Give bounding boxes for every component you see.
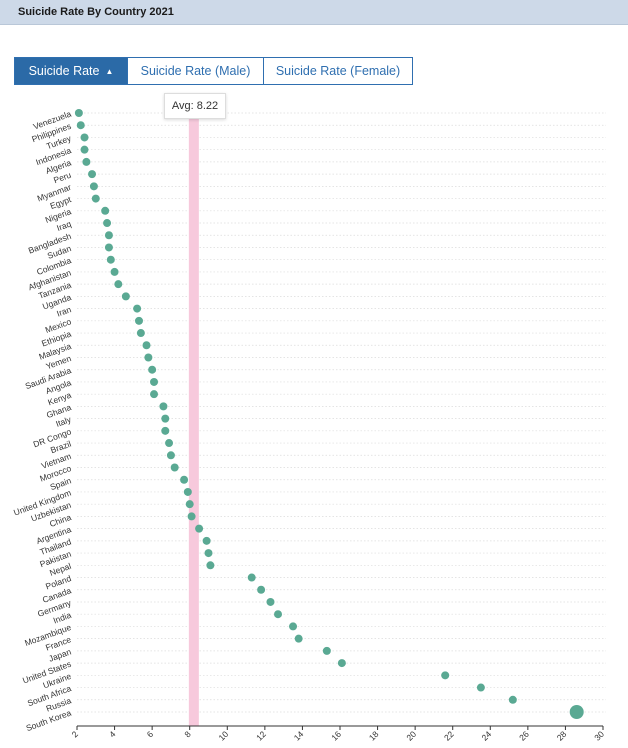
data-point[interactable]	[170, 463, 179, 472]
x-tick-label: 18	[367, 729, 381, 743]
x-tick-label: 24	[480, 729, 494, 743]
data-point[interactable]	[166, 451, 175, 460]
x-tick-label: 14	[292, 729, 306, 743]
country-label: Iraq	[55, 219, 72, 233]
data-point[interactable]	[159, 402, 168, 411]
data-point[interactable]	[110, 267, 119, 276]
data-points	[74, 109, 584, 719]
tab-suicide-rate[interactable]: Suicide Rate ▲	[14, 57, 128, 85]
data-point[interactable]	[185, 500, 194, 509]
data-point[interactable]	[161, 414, 170, 423]
tab-label: Suicide Rate	[28, 64, 100, 78]
tab-label: Suicide Rate (Male)	[140, 64, 251, 78]
data-point[interactable]	[266, 597, 275, 606]
data-point[interactable]	[136, 329, 145, 338]
data-point[interactable]	[150, 377, 159, 386]
data-point[interactable]	[247, 573, 256, 582]
data-point[interactable]	[274, 610, 283, 619]
tab-suicide-rate-female[interactable]: Suicide Rate (Female)	[263, 57, 413, 85]
country-label: Iran	[55, 304, 72, 318]
x-tick-label: 12	[254, 729, 268, 743]
data-point[interactable]	[76, 121, 85, 130]
data-point[interactable]	[289, 622, 298, 631]
data-point[interactable]	[101, 206, 110, 215]
page-title: Suicide Rate By Country 2021	[18, 6, 174, 18]
data-point[interactable]	[337, 659, 346, 668]
data-point[interactable]	[121, 292, 130, 301]
caret-up-icon: ▲	[105, 67, 114, 76]
x-tick-label: 20	[404, 729, 418, 743]
data-point[interactable]	[322, 646, 331, 655]
x-tick-label: 30	[592, 729, 606, 743]
x-tick-label: 22	[442, 729, 456, 743]
data-point[interactable]	[508, 695, 517, 704]
data-point[interactable]	[204, 549, 213, 558]
title-bar: Suicide Rate By Country 2021	[0, 0, 628, 25]
average-tooltip: Avg: 8.22	[164, 93, 226, 119]
data-point[interactable]	[294, 634, 303, 643]
data-point[interactable]	[180, 475, 189, 484]
data-point[interactable]	[195, 524, 204, 533]
x-tick-label: 10	[217, 729, 231, 743]
x-tick-label: 2	[70, 729, 81, 740]
grid-lines	[77, 112, 606, 713]
data-point[interactable]	[148, 365, 157, 374]
data-point[interactable]	[144, 353, 153, 362]
average-band-layer	[188, 118, 199, 726]
data-point[interactable]	[257, 585, 266, 594]
data-point[interactable]	[161, 426, 170, 435]
data-point[interactable]	[202, 536, 211, 545]
data-point[interactable]	[82, 157, 91, 166]
data-point[interactable]	[476, 683, 485, 692]
data-point[interactable]	[89, 182, 98, 191]
data-point[interactable]	[142, 341, 151, 350]
data-point[interactable]	[74, 109, 83, 117]
metric-tabs: Suicide Rate ▲ Suicide Rate (Male) Suicid…	[14, 57, 413, 85]
x-tick-label: 8	[182, 729, 193, 740]
data-point[interactable]	[80, 133, 89, 142]
data-point[interactable]	[183, 487, 192, 496]
data-point[interactable]	[80, 145, 89, 154]
x-tick-label: 16	[329, 729, 343, 743]
data-point[interactable]	[106, 255, 115, 264]
data-point[interactable]	[206, 561, 215, 570]
data-point[interactable]	[134, 316, 143, 325]
data-point[interactable]	[88, 170, 97, 179]
data-point[interactable]	[104, 231, 113, 240]
x-axis: 2 4 6 8 10 12 14 16 18 20 22 24 26 28 30	[70, 725, 606, 743]
tab-label: Suicide Rate (Female)	[275, 64, 401, 78]
x-tick-label: 26	[517, 729, 531, 743]
data-point[interactable]	[187, 512, 196, 521]
tab-suicide-rate-male[interactable]: Suicide Rate (Male)	[127, 57, 264, 85]
data-point[interactable]	[165, 439, 174, 448]
data-point[interactable]	[133, 304, 142, 313]
data-point-highlighted[interactable]	[569, 705, 584, 719]
x-tick-label: 6	[145, 729, 156, 740]
data-point[interactable]	[150, 390, 159, 399]
average-band	[188, 118, 199, 726]
data-point[interactable]	[103, 219, 112, 228]
data-point[interactable]	[104, 243, 113, 252]
y-axis-labels: VenezuelaPhilippinesTurkeyIndonesiaAlger…	[12, 109, 73, 734]
x-tick-label: 28	[555, 729, 569, 743]
data-point[interactable]	[114, 280, 123, 289]
data-point[interactable]	[441, 671, 450, 680]
x-tick-label: 4	[107, 729, 118, 740]
data-point[interactable]	[91, 194, 100, 203]
